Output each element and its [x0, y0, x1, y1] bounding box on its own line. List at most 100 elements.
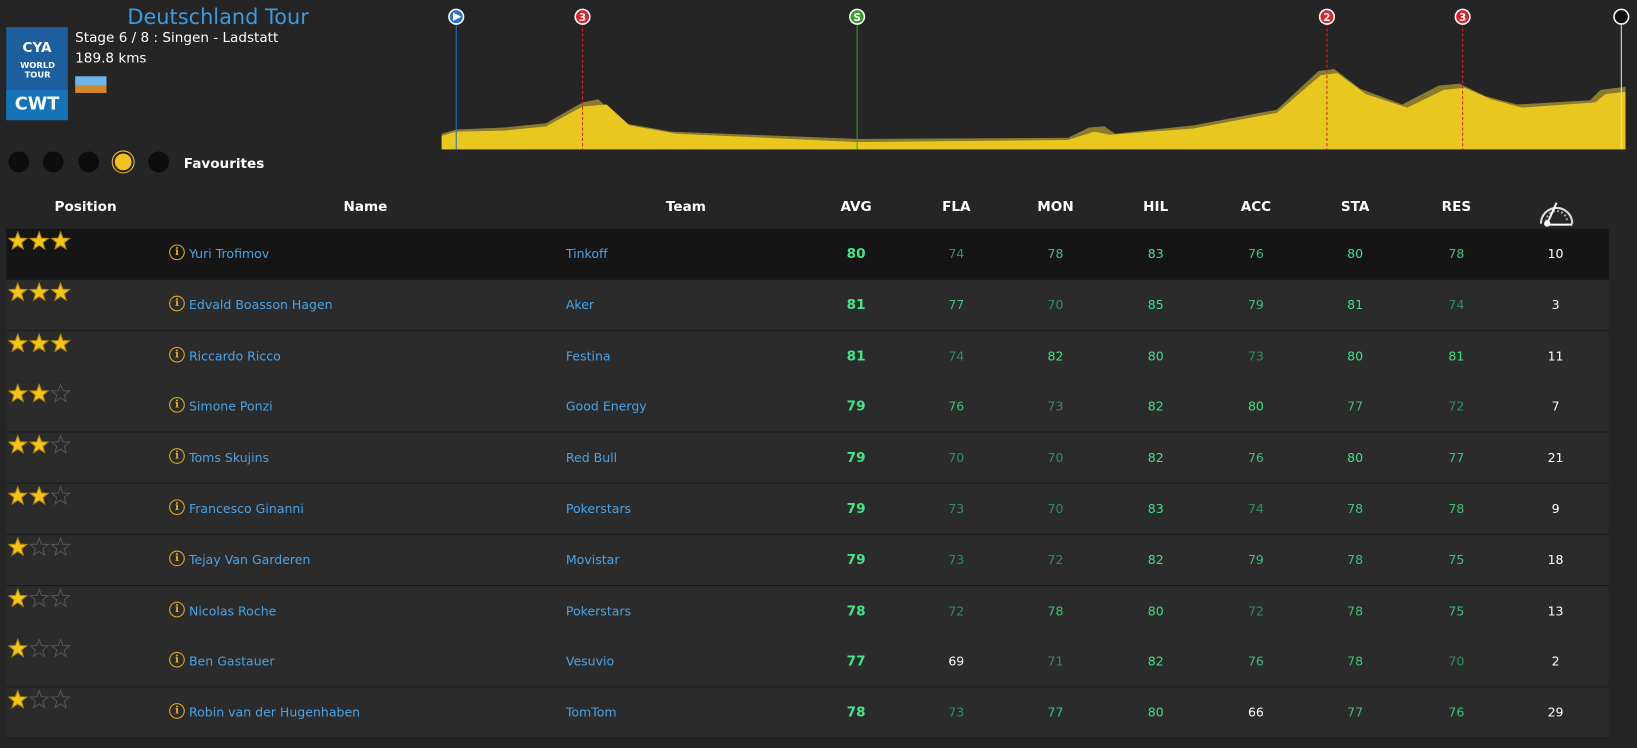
stat-value: 70	[1448, 654, 1465, 670]
info-icon[interactable]: i	[169, 397, 185, 414]
rider-name[interactable]: Riccardo Ricco	[188, 348, 281, 364]
stat-value: 76	[1247, 654, 1264, 670]
profile-fill	[441, 73, 1626, 150]
star-rating	[8, 230, 71, 251]
stat-value: 80	[1347, 450, 1364, 466]
stat-value: 80	[846, 246, 866, 263]
info-icon[interactable]: i	[169, 346, 185, 363]
tab-label: Favourites	[183, 156, 265, 173]
info-icon[interactable]: i	[169, 295, 185, 312]
team-name[interactable]: Movistar	[565, 552, 620, 568]
star	[8, 230, 29, 251]
rider-name[interactable]: Nicolas Roche	[188, 603, 277, 619]
stat-value: 77	[1347, 705, 1364, 720]
team-name[interactable]: Tinkoff	[565, 246, 608, 262]
tab[interactable]	[8, 151, 30, 173]
team-name[interactable]: Festina	[565, 348, 611, 364]
terrain-icon	[75, 76, 107, 93]
star	[28, 434, 50, 455]
info-icon[interactable]: i	[169, 601, 185, 617]
team-name[interactable]: Pokerstars	[565, 501, 632, 517]
star-rating	[8, 638, 71, 658]
team-name[interactable]: Aker	[565, 297, 595, 313]
stage-info: Stage 6 / 8 : Singen - Ladstatt	[75, 30, 279, 46]
star-rating	[8, 434, 71, 455]
star	[28, 638, 50, 658]
star-rating	[8, 536, 71, 557]
star	[50, 689, 71, 709]
rider-name[interactable]: Francesco Ginanni	[188, 501, 304, 517]
info-icon[interactable]: i	[169, 448, 185, 465]
team-name[interactable]: Good Energy	[565, 399, 647, 415]
stat-value: 78	[846, 705, 866, 722]
rider-row: i Francesco Ginanni Pokerstars 79 73 70 83 74 78…	[6, 483, 1609, 535]
last-value: 3	[1551, 297, 1560, 313]
stat-value: 73	[1047, 399, 1064, 415]
stat-value: 85	[1147, 297, 1164, 313]
tab[interactable]	[42, 151, 64, 173]
stat-value: 82	[1147, 399, 1164, 415]
last-value: 10	[1547, 246, 1564, 262]
star-rating	[8, 689, 71, 709]
stat-value: 80	[1147, 603, 1164, 619]
last-value: 18	[1547, 552, 1564, 568]
star	[8, 536, 29, 557]
star	[8, 281, 29, 302]
rider-name[interactable]: Yuri Trofimov	[188, 246, 270, 262]
team-name[interactable]: TomTom	[565, 705, 617, 720]
stat-value: 81	[1448, 348, 1465, 364]
team-name[interactable]: Pokerstars	[565, 603, 632, 619]
team-name[interactable]: Red Bull	[565, 450, 618, 466]
rider-name[interactable]: Simone Ponzi	[188, 399, 273, 415]
star	[50, 638, 71, 658]
star	[50, 230, 71, 251]
rider-name[interactable]: Toms Skujins	[188, 450, 270, 466]
column-header: Team	[665, 199, 706, 216]
marker-label: 3	[579, 12, 586, 24]
column-header: Name	[343, 199, 388, 216]
tab[interactable]	[148, 151, 170, 173]
info-icon[interactable]: i	[169, 550, 185, 567]
speed-icon	[1539, 202, 1574, 227]
tab[interactable]	[78, 151, 100, 173]
stat-value: 78	[1347, 552, 1364, 568]
tab-active[interactable]	[114, 153, 132, 171]
star	[28, 230, 50, 251]
team-name[interactable]: Vesuvio	[565, 654, 615, 670]
rider-row: i Nicolas Roche Pokerstars 78 72 78 80 72 78 75 13	[6, 585, 1609, 637]
rider-name[interactable]: Robin van der Hugenhaben	[188, 705, 361, 720]
stat-value: 70	[1047, 501, 1064, 517]
star	[50, 281, 71, 302]
star	[8, 332, 29, 353]
star	[50, 332, 71, 353]
stat-value: 74	[1247, 501, 1264, 517]
info-icon[interactable]: i	[169, 703, 185, 719]
stat-value: 72	[1247, 603, 1264, 619]
stat-value: 72	[948, 603, 965, 619]
last-value: 2	[1551, 654, 1560, 670]
stat-value: 72	[1448, 399, 1465, 415]
stat-value: 79	[846, 399, 866, 416]
stat-value: 66	[1247, 705, 1264, 720]
logo-bottom: CWT	[6, 89, 68, 121]
star	[50, 383, 71, 404]
info-icon[interactable]: i	[169, 499, 185, 516]
race-title: Deutschland Tour	[127, 4, 309, 30]
rider-row: i Ben Gastauer Vesuvio 77 69 71 82 76 78 70 2	[6, 636, 1609, 688]
column-header: AVG	[840, 199, 872, 216]
stat-value: 75	[1448, 603, 1465, 619]
rider-name[interactable]: Tejay Van Garderen	[188, 552, 311, 568]
marker-icon	[574, 8, 591, 25]
stat-value: 78	[1448, 501, 1465, 517]
star	[50, 536, 71, 557]
stat-value: 76	[1448, 705, 1465, 720]
rider-name[interactable]: Edvald Boasson Hagen	[188, 297, 333, 313]
rider-name[interactable]: Ben Gastauer	[188, 654, 275, 670]
info-icon[interactable]: i	[169, 244, 185, 261]
marker-label: S	[853, 12, 861, 24]
info-icon[interactable]: i	[169, 652, 185, 668]
stat-value: 81	[1347, 297, 1364, 313]
column-header: HIL	[1143, 199, 1169, 216]
